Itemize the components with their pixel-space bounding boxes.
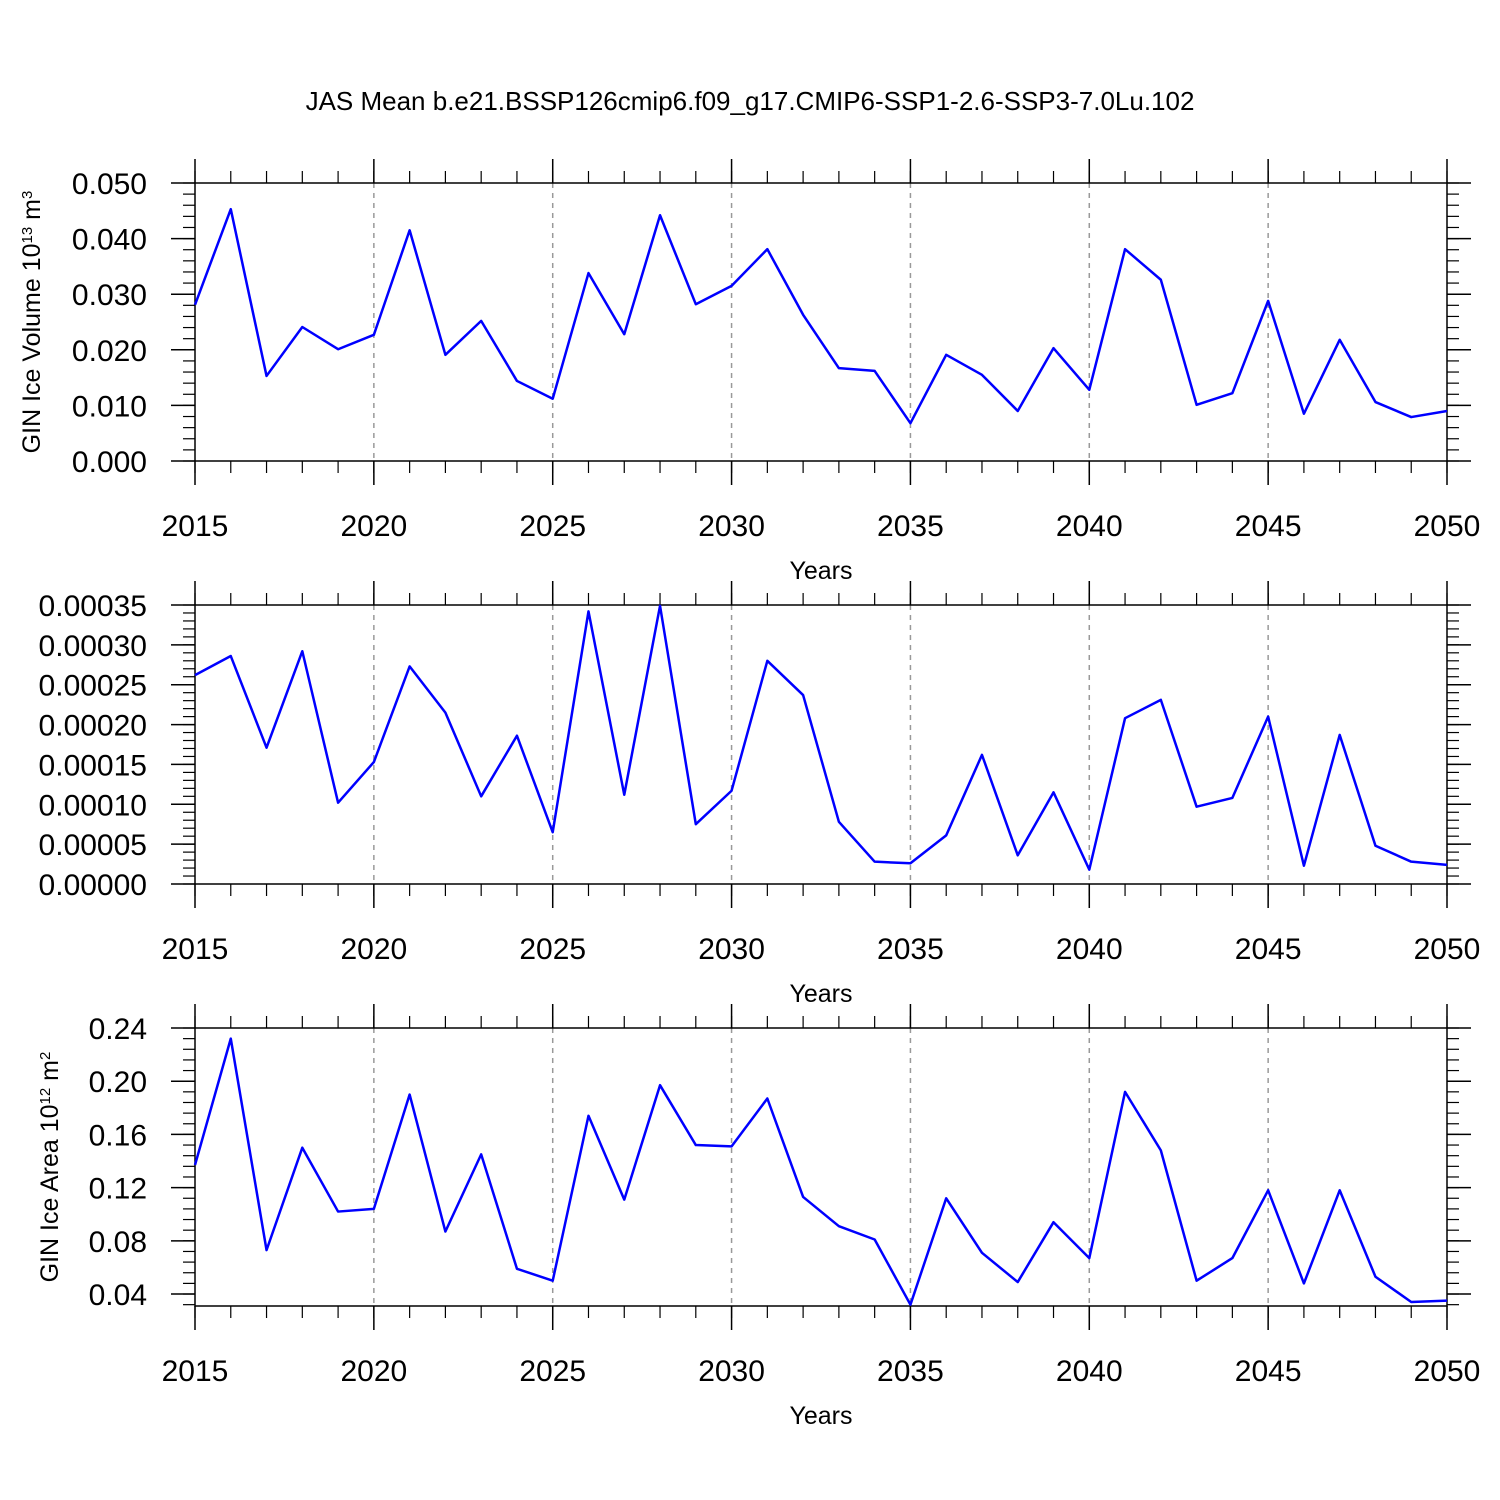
x-tick-label: 2035 (877, 933, 944, 966)
panel: 2015 2020 2025 2030 2035 2040 2045 2050 0.00000 0… (0, 581, 1480, 1008)
y-tick-label: 0.00015 (39, 749, 147, 782)
y-tick-label: 0.00020 (39, 710, 147, 743)
y-tick-label: 0.00005 (39, 829, 147, 862)
x-tick-label: 2020 (340, 933, 407, 966)
x-tick-label: 2025 (519, 510, 586, 543)
y-axis-label-exponent: 12 (37, 1088, 54, 1105)
data-line (193, 1037, 1448, 1306)
x-axis-label: Years (789, 1402, 852, 1430)
y-axis-label-unit-exponent: 2 (37, 1052, 54, 1060)
x-tick-label: 2045 (1235, 510, 1302, 543)
y-axis-label-text: GIN Ice Area 10 (36, 1104, 64, 1282)
x-tick-label: 2040 (1056, 1355, 1123, 1388)
data-line (194, 604, 1448, 871)
y-axis-label: GIN Ice Area 1012 m2 (36, 1052, 64, 1283)
plot-frame (194, 182, 1448, 462)
y-tick-label: 0.16 (89, 1119, 147, 1152)
y-tick-label: 0.010 (72, 390, 147, 423)
y-axis-label-exponent: 13 (19, 227, 36, 244)
y-tick-label: 0.050 (72, 168, 147, 201)
y-tick-label: 0.00025 (39, 670, 147, 703)
y-axis-label-text: GIN Snow Volume 10 (0, 651, 5, 890)
y-tick-label: 0.040 (72, 224, 147, 257)
plot-frame (194, 1027, 1448, 1307)
y-tick-label: 0.000 (72, 446, 147, 479)
panel: 2015 2020 2025 2030 2035 2040 2045 2050 0.04 0.08… (36, 1004, 1480, 1430)
y-axis-label-unit: m (36, 1060, 64, 1088)
x-tick-label: 2020 (340, 1355, 407, 1388)
x-tick-label: 2040 (1056, 510, 1123, 543)
y-tick-label: 0.04 (89, 1279, 147, 1312)
x-tick-label: 2045 (1235, 1355, 1302, 1388)
y-tick-label: 0.00010 (39, 789, 147, 822)
y-axis-label-unit: m (18, 199, 46, 227)
x-tick-label: 2030 (698, 510, 765, 543)
x-tick-label: 2050 (1414, 510, 1481, 543)
x-tick-label: 2035 (877, 510, 944, 543)
panel: 2015 2020 2025 2030 2035 2040 2045 2050 0.000 0.0… (18, 159, 1480, 585)
y-axis-label: GIN Ice Volume 1013 m3 (18, 191, 46, 454)
y-axis-label: GIN Snow Volume 1013 m3 (0, 599, 5, 891)
y-tick-label: 0.00000 (39, 869, 147, 902)
figure-title: JAS Mean b.e21.BSSP126cmip6.f09_g17.CMIP… (306, 86, 1195, 116)
plot-frame (194, 604, 1448, 885)
x-tick-label: 2015 (162, 510, 229, 543)
x-tick-label: 2020 (340, 510, 407, 543)
x-tick-label: 2025 (519, 1355, 586, 1388)
x-tick-label: 2040 (1056, 933, 1123, 966)
y-tick-label: 0.24 (89, 1013, 147, 1046)
x-axis-label: Years (789, 980, 852, 1008)
x-tick-label: 2025 (519, 933, 586, 966)
x-tick-label: 2015 (162, 933, 229, 966)
x-tick-label: 2030 (698, 933, 765, 966)
x-axis-label: Years (789, 557, 852, 585)
x-tick-label: 2030 (698, 1355, 765, 1388)
x-tick-label: 2050 (1414, 933, 1481, 966)
data-line (193, 207, 1448, 425)
x-tick-label: 2050 (1414, 1355, 1481, 1388)
x-tick-label: 2015 (162, 1355, 229, 1388)
y-tick-label: 0.00035 (39, 590, 147, 623)
y-tick-label: 0.20 (89, 1066, 147, 1099)
y-tick-label: 0.08 (89, 1226, 147, 1259)
y-tick-label: 0.00030 (39, 630, 147, 663)
y-tick-label: 0.020 (72, 335, 147, 368)
y-tick-label: 0.12 (89, 1173, 147, 1206)
y-axis-label-unit-exponent: 3 (19, 191, 36, 199)
y-axis-label-unit: m (0, 607, 5, 635)
y-axis-label-text: GIN Ice Volume 10 (18, 243, 46, 453)
x-tick-label: 2035 (877, 1355, 944, 1388)
y-tick-label: 0.030 (72, 279, 147, 312)
x-tick-label: 2045 (1235, 933, 1302, 966)
